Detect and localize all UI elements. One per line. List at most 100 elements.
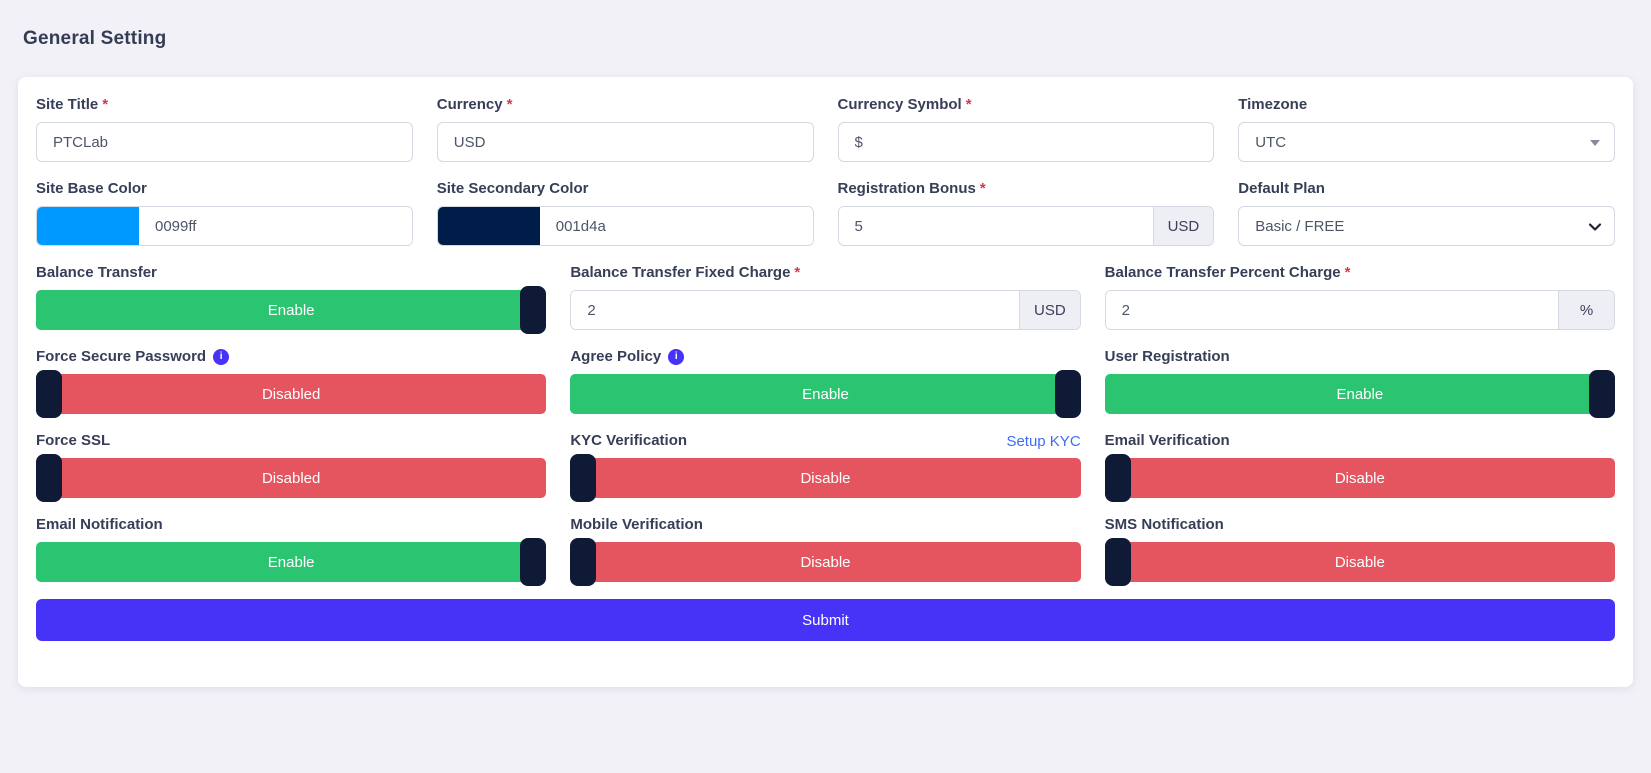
- general-setting-card: Site Title * Currency * Currency Symbol …: [18, 77, 1633, 687]
- sms-notification-toggle[interactable]: Disable: [1105, 542, 1615, 582]
- label-text: Timezone: [1238, 95, 1307, 115]
- label-text: SMS Notification: [1105, 515, 1224, 535]
- field-kyc-verification: KYC Verification Setup KYC Disable: [570, 431, 1080, 498]
- label-text: KYC Verification: [570, 431, 687, 451]
- toggle-state-text: Enable: [1336, 386, 1383, 403]
- label-text: Default Plan: [1238, 179, 1325, 199]
- toggle-state-text: Disable: [1335, 554, 1385, 571]
- currency-symbol-input[interactable]: [838, 122, 1215, 162]
- field-force-ssl: Force SSL Disabled: [36, 431, 546, 498]
- force-ssl-label: Force SSL: [36, 431, 546, 451]
- form-row-5: Force SSL Disabled KYC Verification Setu…: [36, 431, 1615, 515]
- currency-input[interactable]: [437, 122, 814, 162]
- toggle-knob: [36, 370, 62, 418]
- chevron-down-icon: [1588, 220, 1602, 234]
- currency-label: Currency *: [437, 95, 814, 115]
- submit-button[interactable]: Submit: [36, 599, 1615, 641]
- agree-policy-label: Agree Policy i: [570, 347, 1080, 367]
- label-text: Currency Symbol: [838, 95, 962, 115]
- toggle-knob: [1105, 454, 1131, 502]
- user-registration-label: User Registration: [1105, 347, 1615, 367]
- form-row-3: Balance Transfer Enable Balance Transfer…: [36, 263, 1615, 347]
- field-timezone: Timezone UTC: [1238, 95, 1615, 162]
- percent-addon: %: [1558, 291, 1614, 329]
- toggle-state-text: Enable: [268, 554, 315, 571]
- info-icon[interactable]: i: [668, 349, 684, 365]
- required-mark: *: [102, 95, 108, 115]
- toggle-knob: [570, 454, 596, 502]
- label-text: Site Secondary Color: [437, 179, 589, 199]
- label-text: Mobile Verification: [570, 515, 703, 535]
- mobile-verification-label: Mobile Verification: [570, 515, 1080, 535]
- form-row-4: Force Secure Password i Disabled Agree P…: [36, 347, 1615, 431]
- toggle-knob: [570, 538, 596, 586]
- base-color-hex-input[interactable]: [139, 207, 412, 245]
- registration-bonus-label: Registration Bonus *: [838, 179, 1215, 199]
- user-registration-toggle[interactable]: Enable: [1105, 374, 1615, 414]
- toggle-state-text: Enable: [802, 386, 849, 403]
- field-agree-policy: Agree Policy i Enable: [570, 347, 1080, 414]
- email-notification-toggle[interactable]: Enable: [36, 542, 546, 582]
- form-row-2: Site Base Color Site Secondary Color Reg…: [36, 179, 1615, 263]
- label-text: Force Secure Password: [36, 347, 206, 367]
- registration-bonus-input[interactable]: [839, 207, 1153, 245]
- timezone-selected-value: UTC: [1255, 134, 1286, 151]
- mobile-verification-toggle[interactable]: Disable: [570, 542, 1080, 582]
- toggle-state-text: Disable: [800, 554, 850, 571]
- toggle-knob: [520, 538, 546, 586]
- required-mark: *: [507, 95, 513, 115]
- kyc-verification-toggle[interactable]: Disable: [570, 458, 1080, 498]
- email-verification-label: Email Verification: [1105, 431, 1615, 451]
- site-title-input[interactable]: [36, 122, 413, 162]
- bt-percent-charge-group: %: [1105, 290, 1615, 330]
- default-plan-select[interactable]: Basic / FREE: [1238, 206, 1615, 246]
- currency-addon: USD: [1153, 207, 1214, 245]
- triangle-down-icon: [1590, 140, 1600, 146]
- force-secure-password-toggle[interactable]: Disabled: [36, 374, 546, 414]
- kyc-label-row: KYC Verification Setup KYC: [570, 431, 1080, 451]
- field-balance-transfer: Balance Transfer Enable: [36, 263, 546, 330]
- balance-transfer-toggle[interactable]: Enable: [36, 290, 546, 330]
- force-ssl-toggle[interactable]: Disabled: [36, 458, 546, 498]
- required-mark: *: [794, 263, 800, 283]
- email-notification-label: Email Notification: [36, 515, 546, 535]
- balance-transfer-label: Balance Transfer: [36, 263, 546, 283]
- field-email-notification: Email Notification Enable: [36, 515, 546, 582]
- default-plan-label: Default Plan: [1238, 179, 1615, 199]
- timezone-select[interactable]: UTC: [1238, 122, 1615, 162]
- field-site-base-color: Site Base Color: [36, 179, 413, 246]
- secondary-color-picker[interactable]: [438, 207, 540, 245]
- force-secure-password-label: Force Secure Password i: [36, 347, 546, 367]
- currency-addon: USD: [1019, 291, 1080, 329]
- label-text: Site Title: [36, 95, 98, 115]
- bt-percent-charge-input[interactable]: [1106, 291, 1558, 329]
- field-site-secondary-color: Site Secondary Color: [437, 179, 814, 246]
- setup-kyc-link[interactable]: Setup KYC: [1006, 433, 1080, 450]
- site-title-label: Site Title *: [36, 95, 413, 115]
- agree-policy-toggle[interactable]: Enable: [570, 374, 1080, 414]
- kyc-verification-label: KYC Verification: [570, 431, 687, 451]
- site-base-color-group: [36, 206, 413, 246]
- email-verification-toggle[interactable]: Disable: [1105, 458, 1615, 498]
- secondary-color-hex-input[interactable]: [540, 207, 813, 245]
- required-mark: *: [1345, 263, 1351, 283]
- label-text: Site Base Color: [36, 179, 147, 199]
- info-icon[interactable]: i: [213, 349, 229, 365]
- toggle-state-text: Disable: [800, 470, 850, 487]
- site-base-color-label: Site Base Color: [36, 179, 413, 199]
- required-mark: *: [966, 95, 972, 115]
- toggle-knob: [1105, 538, 1131, 586]
- toggle-state-text: Disabled: [262, 470, 320, 487]
- base-color-picker[interactable]: [37, 207, 139, 245]
- bt-percent-charge-label: Balance Transfer Percent Charge *: [1105, 263, 1615, 283]
- bt-fixed-charge-input[interactable]: [571, 291, 1019, 329]
- toggle-knob: [520, 286, 546, 334]
- label-text: Email Notification: [36, 515, 163, 535]
- field-currency-symbol: Currency Symbol *: [838, 95, 1215, 162]
- page-title: General Setting: [23, 28, 1651, 50]
- field-currency: Currency *: [437, 95, 814, 162]
- bt-fixed-charge-group: USD: [570, 290, 1080, 330]
- label-text: User Registration: [1105, 347, 1230, 367]
- field-sms-notification: SMS Notification Disable: [1105, 515, 1615, 582]
- site-secondary-color-group: [437, 206, 814, 246]
